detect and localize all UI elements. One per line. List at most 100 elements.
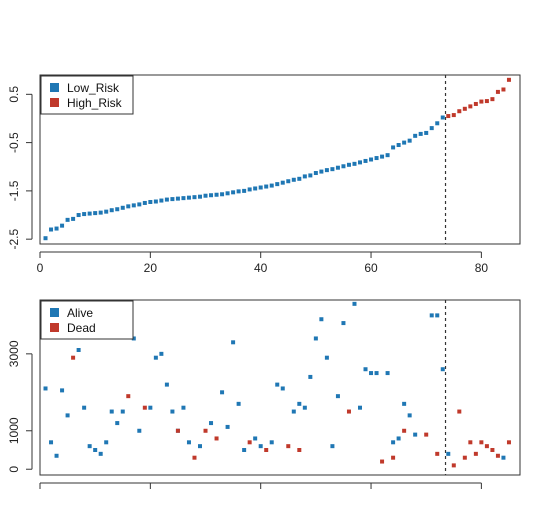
data-point-low-risk [126, 204, 131, 209]
data-point-low-risk [435, 121, 440, 126]
data-point-alive [60, 388, 65, 393]
y-tick-label: 1000 [7, 417, 21, 444]
data-point-low-risk [137, 202, 142, 207]
data-point-alive [82, 405, 87, 410]
data-point-low-risk [352, 161, 357, 166]
data-point-low-risk [407, 138, 412, 143]
data-point-high-risk [451, 113, 456, 118]
data-point-low-risk [203, 193, 208, 198]
data-point-alive [341, 321, 346, 326]
data-point-low-risk [153, 199, 158, 204]
data-point-alive [49, 440, 54, 445]
data-point-low-risk [120, 205, 125, 210]
risk-score-panel: 0 20 40 60 80 -2.5 -1.5 -0.5 0.5 Low_RiskHigh_Ris… [7, 74, 521, 275]
data-point-low-risk [391, 145, 396, 150]
data-point-low-risk [198, 194, 202, 199]
data-point-dead [247, 440, 252, 445]
data-point-low-risk [286, 179, 291, 184]
data-point-dead [435, 451, 440, 456]
data-point-dead [175, 428, 180, 433]
data-point-low-risk [175, 196, 180, 201]
y-tick-label: 3000 [7, 340, 21, 367]
data-point-low-risk [109, 208, 114, 213]
data-point-high-risk [473, 101, 478, 106]
data-point-dead [468, 440, 473, 445]
data-point-alive [413, 432, 418, 437]
data-point-low-risk [142, 200, 147, 205]
data-point-high-risk [468, 104, 473, 109]
data-point-low-risk [148, 199, 153, 204]
data-point-low-risk [192, 195, 197, 200]
data-point-low-risk [429, 126, 434, 131]
data-point-low-risk [291, 177, 296, 182]
data-point-dead [346, 409, 351, 414]
data-point-low-risk [209, 193, 214, 198]
data-point-low-risk [346, 162, 351, 167]
data-point-low-risk [313, 171, 318, 176]
data-point-alive [65, 413, 70, 418]
data-point-alive [258, 444, 263, 449]
data-point-low-risk [385, 153, 390, 158]
data-point-dead [286, 444, 291, 449]
data-point-high-risk [446, 114, 451, 119]
data-point-high-risk [479, 99, 484, 104]
data-point-high-risk [457, 109, 462, 114]
x-tick-label: 0 [37, 261, 44, 275]
data-point-low-risk [43, 236, 48, 241]
legend-label: Alive [67, 306, 93, 320]
data-point-dead [264, 448, 269, 452]
data-point-low-risk [418, 131, 423, 136]
legend-label: Low_Risk [67, 81, 120, 95]
data-point-alive [302, 405, 307, 410]
data-point-alive [76, 348, 81, 352]
data-point-high-risk [506, 77, 511, 82]
data-point-low-risk [236, 189, 241, 194]
data-point-alive [181, 405, 186, 410]
data-point-dead [424, 432, 429, 437]
legend-box [40, 300, 134, 340]
data-point-low-risk [87, 211, 92, 216]
data-point-dead [490, 448, 495, 452]
data-point-alive [164, 382, 169, 387]
data-point-dead [457, 409, 462, 414]
data-point-alive [93, 448, 98, 452]
data-point-low-risk [335, 165, 340, 170]
data-point-dead [126, 394, 131, 399]
data-point-dead [214, 436, 219, 441]
data-point-low-risk [131, 203, 136, 208]
data-point-alive [104, 440, 109, 445]
y-tick-label: -2.5 [7, 229, 21, 250]
data-point-dead [71, 355, 76, 360]
data-point-alive [291, 409, 296, 414]
data-point-alive [159, 351, 164, 356]
legend-label: Dead [67, 321, 96, 335]
data-point-alive [369, 371, 374, 376]
data-point-high-risk [484, 99, 489, 104]
data-point-dead [506, 440, 511, 445]
data-point-dead [380, 459, 385, 464]
data-point-alive [275, 382, 280, 387]
data-point-alive [374, 371, 379, 376]
data-point-alive [407, 413, 412, 418]
data-point-alive [446, 451, 451, 456]
data-point-low-risk [330, 167, 335, 172]
data-point-low-risk [319, 169, 324, 174]
data-point-low-risk [54, 226, 59, 231]
data-point-alive [335, 394, 340, 399]
data-point-low-risk [98, 210, 103, 215]
y-tick-label: -1.5 [7, 180, 21, 201]
data-point-low-risk [82, 212, 87, 217]
y-tick-label: 0 [7, 466, 21, 473]
data-point-alive [109, 409, 114, 414]
data-point-low-risk [159, 198, 164, 203]
data-point-alive [225, 424, 230, 429]
data-point-alive [363, 367, 368, 372]
data-point-low-risk [363, 158, 368, 163]
data-point-high-risk [495, 89, 500, 94]
data-point-low-risk [341, 164, 346, 169]
data-point-low-risk [275, 182, 280, 187]
data-point-alive [209, 421, 214, 426]
data-point-alive [54, 453, 59, 458]
data-point-alive [313, 336, 318, 341]
